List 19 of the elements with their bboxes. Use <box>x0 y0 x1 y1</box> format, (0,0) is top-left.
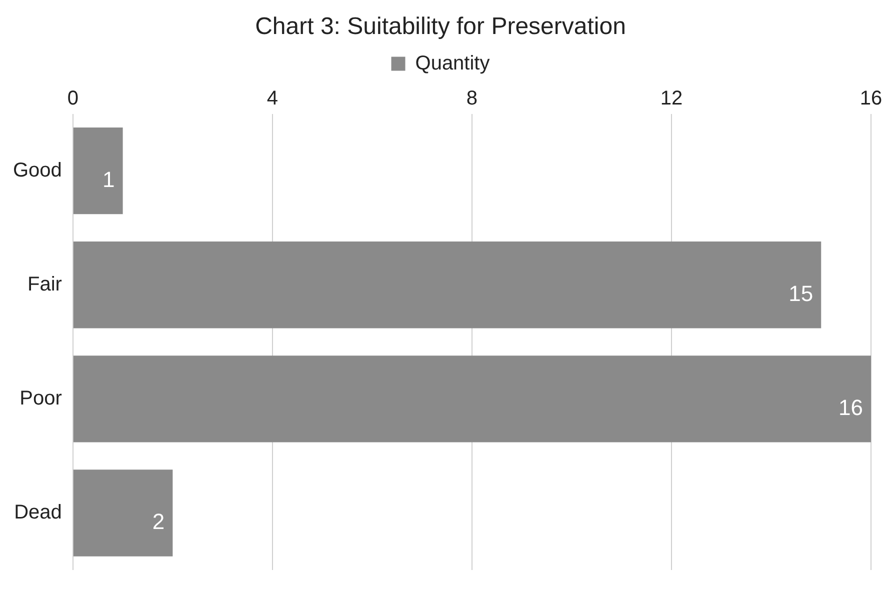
x-tick-label: 4 <box>266 87 278 110</box>
data-label: 16 <box>838 394 863 420</box>
y-tick-label: Fair <box>27 273 62 296</box>
legend-label: Quantity <box>415 52 490 74</box>
bar <box>73 356 871 442</box>
x-tick-label: 16 <box>860 87 882 110</box>
x-tick-label: 8 <box>466 87 478 110</box>
y-tick-label: Good <box>12 159 62 182</box>
bar <box>73 127 123 214</box>
y-tick-label: Dead <box>14 501 62 524</box>
data-label: 2 <box>152 509 165 534</box>
bar <box>73 470 173 556</box>
y-tick-label: Poor <box>20 387 62 410</box>
x-tick-label: 12 <box>660 87 683 110</box>
data-label: 15 <box>788 280 814 306</box>
data-label: 1 <box>102 166 115 192</box>
bar <box>73 242 822 328</box>
x-tick-label: 0 <box>67 87 78 110</box>
chart-title: Chart 3: Suitability for Preservation <box>255 13 626 40</box>
